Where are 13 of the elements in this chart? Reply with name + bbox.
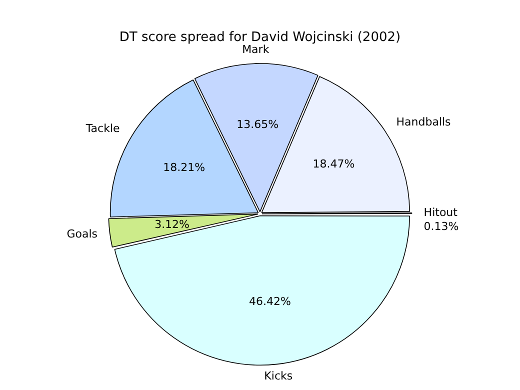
data-label: 13.65% bbox=[236, 118, 279, 132]
data-label: 18.21% bbox=[163, 160, 206, 174]
chart-title: DT score spread for David Wojcinski (2002) bbox=[119, 30, 401, 46]
data-label: 0.13% bbox=[424, 220, 459, 233]
slice-label: Handballs bbox=[396, 116, 452, 129]
slice-label: Mark bbox=[242, 42, 270, 56]
slice-label: Hitout bbox=[424, 206, 458, 219]
data-label: 18.47% bbox=[312, 157, 355, 170]
slice-label: Tackle bbox=[84, 122, 120, 135]
data-label: 3.12% bbox=[154, 218, 190, 231]
slice-label: Goals bbox=[66, 227, 98, 240]
data-label: 46.42% bbox=[248, 294, 291, 308]
slice-label: Kicks bbox=[264, 369, 293, 382]
